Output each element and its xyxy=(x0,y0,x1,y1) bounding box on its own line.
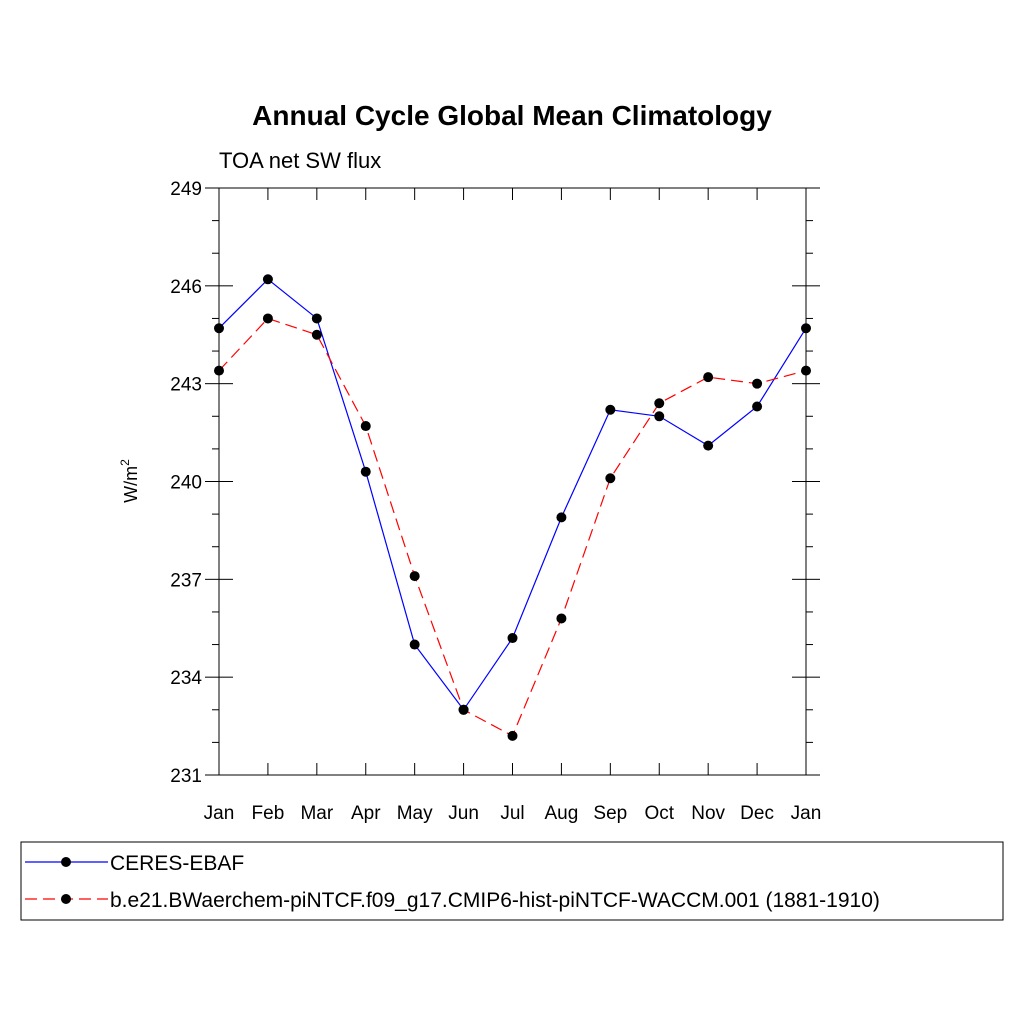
x-tick-label: Aug xyxy=(545,803,579,824)
x-tick-label: Apr xyxy=(351,803,381,824)
x-tick-label: Jul xyxy=(500,803,524,824)
legend-marker-1 xyxy=(61,894,71,904)
series-1-point xyxy=(605,473,616,484)
series-0-point xyxy=(507,633,518,644)
y-tick-label: 234 xyxy=(170,668,202,689)
series-0-point xyxy=(262,274,273,285)
series-0-point xyxy=(703,440,714,451)
y-tick-label: 243 xyxy=(170,375,202,396)
legend-label-0: CERES-EBAF xyxy=(110,852,244,875)
y-axis-label-main: W/m xyxy=(121,466,141,503)
series-1-point xyxy=(409,571,420,582)
x-tick-label: Dec xyxy=(740,803,774,824)
series-1-point xyxy=(654,398,665,409)
series-line-1 xyxy=(218,317,807,737)
legend-box xyxy=(20,841,1004,921)
series-line-0 xyxy=(218,278,807,711)
series-0-point xyxy=(409,639,420,650)
series-0-point xyxy=(214,323,224,334)
y-tick-label: 237 xyxy=(170,570,202,591)
series-1-point xyxy=(556,613,567,624)
y-axis-label: W/m2 xyxy=(118,459,141,503)
series-1-point xyxy=(507,730,518,741)
series-layer xyxy=(214,274,811,741)
series-0-point xyxy=(311,313,322,324)
series-1-point xyxy=(262,313,273,324)
legend-label-1: b.e21.BWaerchem-piNTCF.f09_g17.CMIP6-his… xyxy=(110,889,880,912)
series-1-point xyxy=(703,372,714,383)
y-tick-label: 240 xyxy=(170,473,202,494)
series-1-point xyxy=(801,365,811,376)
y-axis-label-superscript: 2 xyxy=(118,459,132,466)
x-tick-label: Jun xyxy=(448,803,479,824)
series-0-point xyxy=(752,401,763,412)
series-1-point xyxy=(458,704,469,715)
series-0-point xyxy=(360,466,371,477)
x-tick-label: Sep xyxy=(593,803,627,824)
y-tick-label: 246 xyxy=(170,277,202,298)
x-tick-label: Mar xyxy=(300,803,333,824)
chart-subtitle: TOA net SW flux xyxy=(219,148,381,173)
y-tick-label: 231 xyxy=(170,766,202,787)
x-tick-label: Oct xyxy=(644,803,674,824)
x-tick-label: May xyxy=(397,803,433,824)
x-tick-label: Feb xyxy=(252,803,285,824)
x-tick-label: Jan xyxy=(791,803,822,824)
plot-frame xyxy=(218,187,807,776)
x-tick-label: Nov xyxy=(691,803,725,824)
chart-title: Annual Cycle Global Mean Climatology xyxy=(252,100,772,131)
series-0-point xyxy=(605,404,616,415)
series-1-point xyxy=(360,421,371,432)
series-0-point xyxy=(801,323,811,334)
series-1-point xyxy=(311,329,322,340)
series-1-point xyxy=(752,378,763,389)
axes: 231 234 237 240 243 246 249 Jan Feb Mar Apr May Jun J… xyxy=(170,179,821,824)
series-0-point xyxy=(654,411,665,422)
legend: CERES-EBAF b.e21.BWaerchem-piNTCF.f09_g17… xyxy=(25,852,880,912)
y-tick-label: 249 xyxy=(170,179,202,200)
series-0-point xyxy=(556,512,567,523)
x-tick-label: Jan xyxy=(204,803,235,824)
legend-marker-0 xyxy=(61,857,71,867)
series-1-point xyxy=(214,365,224,376)
